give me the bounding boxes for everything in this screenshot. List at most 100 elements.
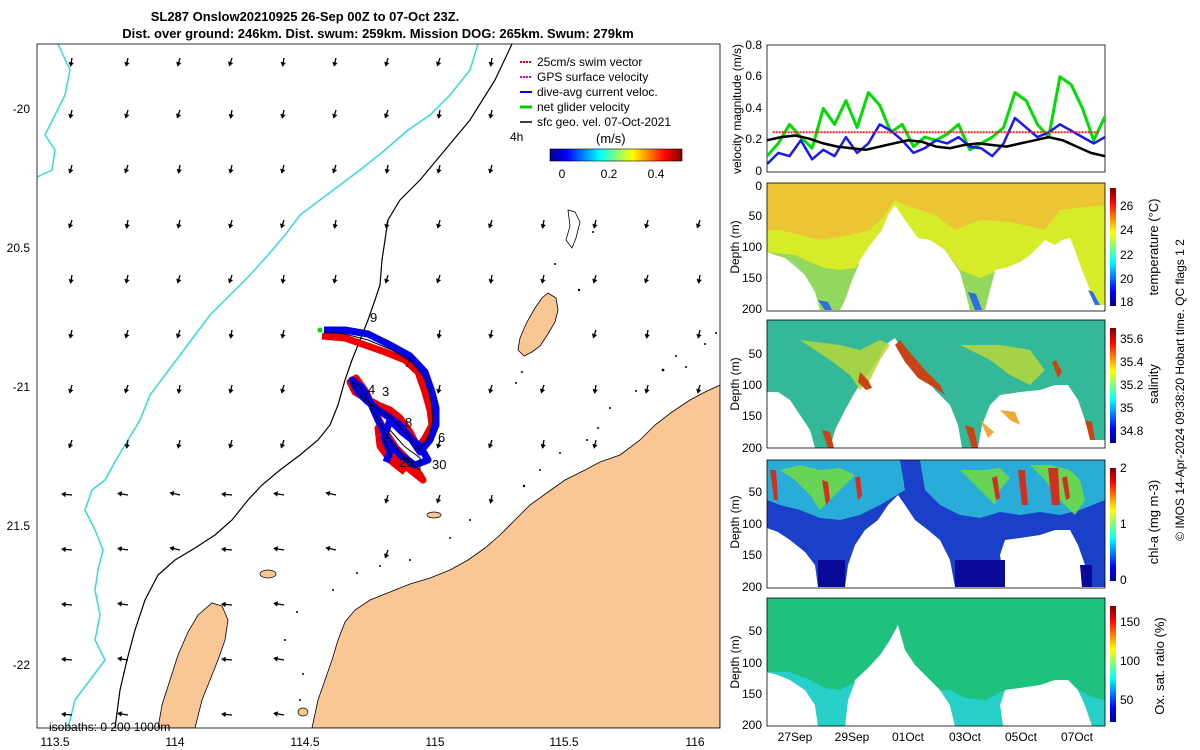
colorbar-tick: 22: [1120, 248, 1134, 262]
geo-velocity-arrowhead: [384, 61, 390, 67]
geo-velocity-arrowhead: [221, 656, 226, 663]
chlorophyll-colorbar-label: chl-a (mg m-3): [1146, 480, 1161, 565]
geo-velocity-arrowhead: [280, 443, 286, 449]
geo-velocity-arrowhead: [280, 333, 286, 339]
colorbar-tick: 50: [1120, 693, 1134, 707]
velocity-series: [767, 75, 1105, 165]
colorbar-tick: 0: [559, 167, 566, 181]
colorbar-tick: 26: [1120, 199, 1134, 213]
geo-velocity-arrowhead: [124, 113, 130, 119]
y-tick: 50: [749, 485, 763, 499]
geo-velocity-arrowhead: [332, 223, 338, 229]
geo-velocity-arrowhead: [280, 388, 286, 394]
geo-velocity-arrowhead: [644, 223, 650, 229]
geo-velocity-arrowhead: [436, 113, 442, 119]
geo-velocity-arrowhead: [384, 278, 390, 284]
y-tick: 150: [742, 687, 762, 701]
geo-velocity-arrowhead: [68, 388, 74, 394]
geo-velocity-arrowhead: [61, 656, 66, 663]
geo-velocity-arrowhead: [68, 61, 74, 67]
velocity-panel: 0 0.2 0.4 0.6 0.8 velocity magnitude (m/…: [730, 38, 1106, 178]
speed-colorbar: [549, 148, 683, 162]
chlorophyll-colorbar-ticks: 0 1 2: [1120, 461, 1127, 587]
geo-velocity-arrowhead: [176, 61, 182, 67]
geo-velocity-arrowhead: [61, 601, 66, 608]
geo-velocity-arrowhead: [592, 333, 598, 339]
day-labels: 9 7 4 3 8 6 26 30: [368, 310, 446, 472]
isobath-1000m: [67, 44, 479, 728]
high-chlorophyll: [780, 465, 1085, 515]
geo-velocity-arrowhead: [221, 601, 226, 608]
map-legend: 25cm/s swim vector GPS surface velocity …: [510, 55, 683, 181]
geo-velocity-arrowhead: [228, 168, 234, 174]
temperature-colorbar: [1110, 188, 1116, 306]
oxygen-panel: 50 100 150 200 Depth (m) 50 100 150 Ox. …: [728, 597, 1167, 744]
geo-velocity-arrowhead: [176, 278, 182, 284]
small-island: [259, 569, 277, 579]
credit-line: © IMOS 14-Apr-2024 09:38:20 Hobart time.…: [1173, 239, 1187, 541]
y-tick: 150: [742, 409, 762, 423]
geo-velocity-arrowhead: [332, 113, 338, 119]
geo-velocity-arrowhead: [68, 333, 74, 339]
geo-velocity-arrowhead: [68, 223, 74, 229]
small-island: [426, 511, 442, 519]
y-tick: 200: [742, 302, 762, 316]
interval-label: 4h: [510, 130, 523, 144]
y-tick: 50: [749, 624, 763, 638]
geo-velocity-arrowhead: [124, 333, 130, 339]
depth-label: Depth (m): [728, 220, 742, 273]
colorbar-tick: 18: [1120, 295, 1134, 309]
y-tick: 200: [742, 580, 762, 594]
time-x-tick: 29Sep: [835, 730, 870, 744]
legend-dive-avg-label: dive-avg current veloc.: [537, 85, 658, 99]
barrow-island-land: [517, 292, 559, 357]
colorbar-tick: 35.6: [1120, 332, 1144, 346]
chlorophyll-panel: 50 100 150 200 Depth (m) 0 1 2 chl-a (mg…: [728, 459, 1161, 594]
map-x-tick: 115: [425, 735, 444, 749]
y-tick: 200: [742, 441, 762, 455]
geo-velocity-arrowhead: [221, 546, 226, 553]
geo-velocity-arrowhead: [488, 498, 494, 504]
salinity-axes: [766, 319, 1106, 449]
map-frame: [36, 43, 721, 729]
geo-velocity-arrowhead: [228, 113, 234, 119]
geo-velocity-arrowhead: [68, 168, 74, 174]
reef-outline: [565, 209, 581, 249]
geo-velocity-arrowhead: [117, 601, 123, 607]
low-oxygen-layer: [767, 672, 1105, 726]
geo-velocity-arrowhead: [124, 61, 130, 67]
geo-velocity-arrowhead: [592, 443, 598, 449]
colorbar-tick: 0.4: [648, 167, 665, 181]
geo-velocity-arrowhead: [436, 168, 442, 174]
geo-velocity-arrowhead: [124, 278, 130, 284]
geo-velocity-arrowhead: [644, 278, 650, 284]
map-y-tick: -22: [13, 658, 31, 672]
y-tick: 50: [749, 347, 763, 361]
geo-velocity-arrowhead: [540, 278, 546, 284]
map-x-tick: 114.5: [290, 735, 319, 749]
time-x-tick: 27Sep: [778, 730, 813, 744]
geo-velocity-arrowhead: [384, 223, 390, 229]
geo-velocity-arrowhead: [273, 601, 279, 607]
geo-velocity-arrowhead: [228, 333, 234, 339]
island-dots: [284, 231, 717, 701]
geo-velocity-arrowhead: [540, 388, 546, 394]
day-label: 9: [370, 310, 377, 325]
velocity-y-tick: 0.4: [745, 101, 762, 115]
time-x-tick: 03Oct: [949, 730, 982, 744]
isobaths-label: isobaths: 0 200 1000m: [49, 720, 170, 734]
velocity-y-ticks: 0 0.2 0.4 0.6 0.8: [745, 38, 762, 178]
colorbar-tick: 150: [1120, 615, 1140, 629]
geo-velocity-arrowhead: [61, 491, 66, 498]
depth-label: Depth (m): [728, 357, 742, 410]
geo-velocity-arrowhead: [169, 545, 175, 552]
geo-velocity-arrowhead: [488, 223, 494, 229]
geo-velocity-arrowhead: [273, 656, 279, 662]
temperature-colorbar-label: temperature (°C): [1146, 199, 1161, 296]
geo-velocity-arrowhead: [384, 168, 390, 174]
oxygen-axes: [766, 597, 1106, 727]
day-label: 4: [368, 382, 375, 397]
geo-velocity-arrowhead: [117, 546, 123, 552]
map-panel: 9 7 4 3 8 6 26 30 25cm/s swim vector GPS…: [7, 43, 721, 749]
geo-velocity-arrowhead: [176, 333, 182, 339]
